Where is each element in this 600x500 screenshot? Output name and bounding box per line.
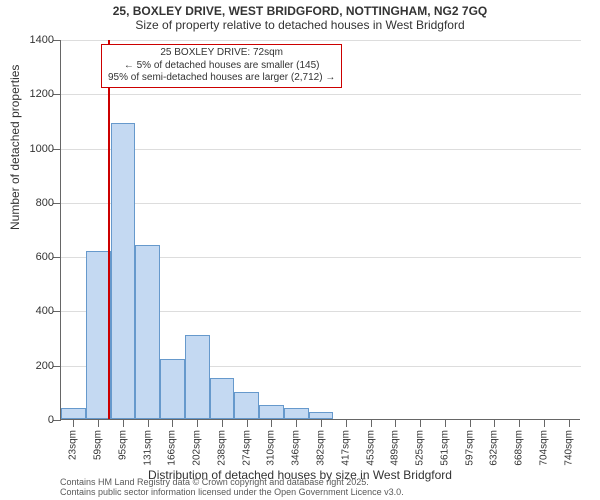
histogram-bar [210, 378, 235, 419]
page-title: 25, BOXLEY DRIVE, WEST BRIDGFORD, NOTTIN… [0, 0, 600, 18]
x-tick [73, 419, 74, 427]
x-tick-label: 202sqm [192, 430, 203, 466]
histogram-bar [86, 251, 111, 419]
histogram-bar [160, 359, 185, 419]
plot-area: 020040060080010001200140023sqm59sqm95sqm… [60, 40, 580, 420]
x-tick-label: 453sqm [365, 430, 376, 466]
y-tick [53, 203, 61, 204]
histogram-bar [185, 335, 210, 419]
x-tick-label: 597sqm [464, 430, 475, 466]
x-tick-label: 740sqm [563, 430, 574, 466]
x-tick [371, 419, 372, 427]
x-tick-label: 382sqm [316, 430, 327, 466]
x-tick-label: 561sqm [439, 430, 450, 466]
histogram-bar [234, 392, 259, 419]
histogram-bar [61, 408, 86, 419]
x-tick-label: 525sqm [415, 430, 426, 466]
y-tick [53, 420, 61, 421]
page-subtitle: Size of property relative to detached ho… [0, 18, 600, 34]
annotation-line: ← 5% of detached houses are smaller (145… [108, 60, 335, 73]
x-tick [395, 419, 396, 427]
histogram-bar [309, 412, 334, 419]
x-tick [148, 419, 149, 427]
y-tick-label: 800 [14, 197, 54, 209]
x-tick-label: 166sqm [167, 430, 178, 466]
y-tick [53, 149, 61, 150]
y-tick [53, 311, 61, 312]
y-tick-label: 1200 [14, 88, 54, 100]
y-tick-label: 200 [14, 360, 54, 372]
x-tick [123, 419, 124, 427]
x-tick-label: 668sqm [514, 430, 525, 466]
x-tick-label: 131sqm [142, 430, 153, 466]
chart-container: 020040060080010001200140023sqm59sqm95sqm… [60, 40, 580, 420]
annotation-line: 95% of semi-detached houses are larger (… [108, 72, 335, 85]
x-tick-label: 59sqm [93, 430, 104, 460]
x-tick [296, 419, 297, 427]
x-tick [470, 419, 471, 427]
gridline [61, 94, 581, 95]
caption-line-2: Contains public sector information licen… [60, 488, 404, 498]
x-tick-label: 704sqm [538, 430, 549, 466]
x-tick-label: 632sqm [489, 430, 500, 466]
x-tick [271, 419, 272, 427]
x-tick-label: 238sqm [216, 430, 227, 466]
histogram-bar [284, 408, 309, 419]
histogram-bar [135, 245, 160, 419]
gridline [61, 40, 581, 41]
x-tick [346, 419, 347, 427]
x-tick [197, 419, 198, 427]
y-tick [53, 40, 61, 41]
x-tick-label: 489sqm [390, 430, 401, 466]
x-tick [569, 419, 570, 427]
gridline [61, 149, 581, 150]
y-tick-label: 0 [14, 414, 54, 426]
reference-line [108, 40, 110, 419]
y-tick-label: 400 [14, 305, 54, 317]
x-tick [445, 419, 446, 427]
gridline [61, 203, 581, 204]
x-tick [172, 419, 173, 427]
annotation-box: 25 BOXLEY DRIVE: 72sqm← 5% of detached h… [101, 44, 342, 88]
x-tick [222, 419, 223, 427]
y-tick [53, 366, 61, 367]
x-tick [247, 419, 248, 427]
caption: Contains HM Land Registry data © Crown c… [60, 478, 404, 498]
x-tick-label: 95sqm [117, 430, 128, 460]
x-tick [321, 419, 322, 427]
x-tick-label: 274sqm [241, 430, 252, 466]
x-tick [494, 419, 495, 427]
x-tick-label: 346sqm [291, 430, 302, 466]
x-tick [519, 419, 520, 427]
x-tick [98, 419, 99, 427]
y-tick [53, 94, 61, 95]
x-tick [544, 419, 545, 427]
x-tick-label: 23sqm [68, 430, 79, 460]
histogram-bar [259, 405, 284, 419]
x-tick [420, 419, 421, 427]
y-tick-label: 600 [14, 251, 54, 263]
x-tick-label: 310sqm [266, 430, 277, 466]
y-tick-label: 1000 [14, 143, 54, 155]
x-tick-label: 417sqm [340, 430, 351, 466]
annotation-line: 25 BOXLEY DRIVE: 72sqm [108, 47, 335, 60]
y-tick-label: 1400 [14, 34, 54, 46]
y-tick [53, 257, 61, 258]
histogram-bar [111, 123, 136, 419]
